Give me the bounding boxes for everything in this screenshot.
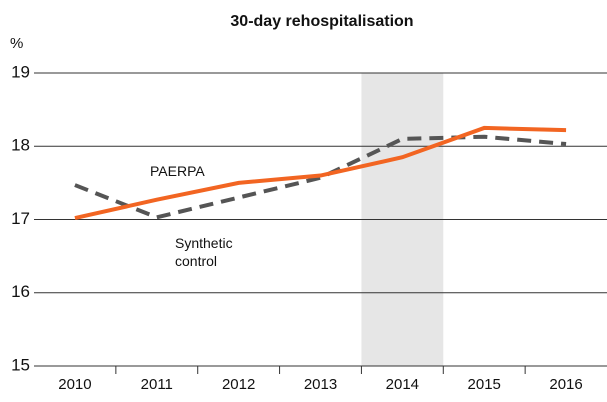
- chart-title: 30-day rehospitalisation: [230, 13, 413, 30]
- x-tick-label: 2013: [304, 376, 337, 393]
- x-tick-label: 2014: [386, 376, 419, 393]
- y-tick-label: 17: [11, 209, 30, 228]
- x-tick-label: 2010: [58, 376, 91, 393]
- series-annotation: Synthetic control: [175, 235, 233, 269]
- series-line: [74, 125, 567, 220]
- x-tick-label: 2012: [222, 376, 255, 393]
- y-tick-label: 15: [11, 355, 30, 374]
- y-axis-label: %: [10, 35, 23, 52]
- y-tick-label: 16: [11, 282, 30, 301]
- x-tick-label: 2016: [549, 376, 582, 393]
- x-tick-label: 2015: [468, 376, 501, 393]
- x-tick-label: 2011: [141, 376, 173, 393]
- y-tick-label: 19: [11, 62, 30, 81]
- y-tick-label: 18: [11, 136, 30, 155]
- series-line: [74, 134, 567, 220]
- series-annotation: PAERPA: [150, 163, 205, 179]
